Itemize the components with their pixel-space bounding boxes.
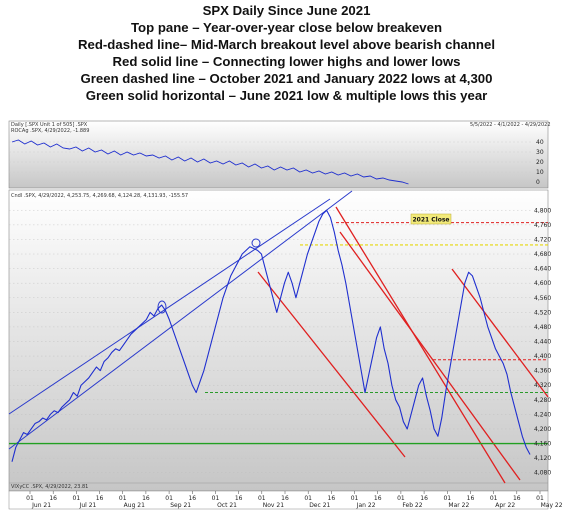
x-tick-label: 16 bbox=[420, 495, 428, 502]
trendlines bbox=[8, 190, 549, 484]
red-line-2 bbox=[335, 206, 506, 484]
x-month-label: Oct 21 bbox=[217, 502, 237, 509]
annotation-2021-close: 2021 Close bbox=[412, 217, 449, 224]
x-tick-label: 16 bbox=[96, 495, 104, 502]
x-tick-label: 16 bbox=[142, 495, 150, 502]
circle-marker-1 bbox=[157, 300, 167, 314]
x-tick-label: 01 bbox=[351, 495, 359, 502]
price-y-tick-label: 4,600 bbox=[534, 280, 551, 287]
x-tick-label: 16 bbox=[513, 495, 521, 502]
roc-y-tick-label: 20 bbox=[536, 159, 544, 166]
roc-y-tick-label: 40 bbox=[536, 139, 544, 146]
caption-line-2: Red-dashed line– Mid-March breakout leve… bbox=[78, 37, 495, 52]
x-tick-label: 01 bbox=[212, 495, 220, 502]
caption: SPX Daily Since June 2021 Top pane – Yea… bbox=[0, 2, 573, 104]
x-tick-label: 01 bbox=[397, 495, 405, 502]
x-tick-label: 01 bbox=[73, 495, 81, 502]
caption-line-1: Top pane – Year-over-year close below br… bbox=[130, 20, 443, 35]
roc-y-tick-label: 0 bbox=[536, 179, 540, 186]
price-y-tick-label: 4,680 bbox=[534, 251, 551, 258]
x-tick-label: 16 bbox=[235, 495, 243, 502]
x-tick-label: 01 bbox=[490, 495, 498, 502]
header-left: Daily [.SPX Unit 1 of 505] .SPX bbox=[11, 122, 88, 128]
x-tick-label: 16 bbox=[281, 495, 289, 502]
price-y-tick-label: 4,120 bbox=[534, 455, 551, 462]
x-month-label: May 22 bbox=[541, 502, 563, 509]
x-month-label: Sep 21 bbox=[170, 502, 191, 509]
x-month-label: Aug 21 bbox=[124, 502, 145, 509]
price-y-tick-label: 4,280 bbox=[534, 397, 551, 404]
circle-marker-2 bbox=[251, 238, 261, 248]
price-y-tick-label: 4,240 bbox=[534, 411, 551, 418]
roc-pane bbox=[8, 120, 549, 189]
header-right: 5/5/2022 - 4/1/2022 - 4/29/2022 bbox=[470, 122, 551, 128]
x-month-label: Nov 21 bbox=[263, 502, 284, 509]
price-y-tick-label: 4,400 bbox=[534, 353, 551, 360]
x-month-label: Jan 22 bbox=[356, 502, 376, 509]
red-line-3 bbox=[339, 231, 521, 481]
roc-y-tick-label: 10 bbox=[536, 169, 544, 176]
x-tick-label: 01 bbox=[119, 495, 127, 502]
red-line-4 bbox=[451, 268, 549, 398]
x-tick-label: 01 bbox=[304, 495, 312, 502]
price-y-tick-label: 4,440 bbox=[534, 339, 551, 346]
x-tick-label: 01 bbox=[536, 495, 544, 502]
x-tick-label: 01 bbox=[443, 495, 451, 502]
price-y-tick-label: 4,720 bbox=[534, 236, 551, 243]
price-y-tick-label: 4,480 bbox=[534, 324, 551, 331]
x-month-label: Apr 22 bbox=[495, 502, 515, 509]
x-month-label: Jun 21 bbox=[31, 502, 51, 509]
blue-channel-lower bbox=[8, 190, 353, 450]
date-axis bbox=[8, 490, 549, 510]
x-tick-label: 16 bbox=[467, 495, 475, 502]
x-tick-label: 16 bbox=[374, 495, 382, 502]
roc-label: ROCAg .SPX, 4/29/2022, -1.889 bbox=[11, 128, 89, 134]
price-y-tick-label: 4,520 bbox=[534, 309, 551, 316]
caption-line-5: Green solid horizontal – June 2021 low &… bbox=[85, 88, 488, 103]
price-y-tick-label: 4,360 bbox=[534, 368, 551, 375]
price-y-tick-label: 4,320 bbox=[534, 382, 551, 389]
x-tick-label: 16 bbox=[188, 495, 196, 502]
x-tick-label: 16 bbox=[328, 495, 336, 502]
x-tick-label: 01 bbox=[165, 495, 173, 502]
price-y-tick-label: 4,160 bbox=[534, 441, 551, 448]
x-month-label: Jul 21 bbox=[79, 502, 97, 509]
x-month-label: Mar 22 bbox=[448, 502, 469, 509]
x-tick-label: 01 bbox=[26, 495, 34, 502]
annotation-box bbox=[410, 213, 452, 225]
bottom-label: VIXyCC .SPX, 4/29/2022, 23.81 bbox=[11, 484, 88, 490]
x-month-label: Feb 22 bbox=[402, 502, 422, 509]
red-line-1 bbox=[257, 271, 406, 458]
caption-line-4: Green dashed line – October 2021 and Jan… bbox=[80, 71, 493, 86]
price-pane bbox=[8, 189, 549, 492]
price-y-tick-label: 4,640 bbox=[534, 266, 551, 273]
blue-channel-upper bbox=[8, 198, 331, 415]
roc-series-line bbox=[11, 139, 409, 185]
x-tick-label: 16 bbox=[49, 495, 57, 502]
price-y-tick-label: 4,800 bbox=[534, 207, 551, 214]
price-y-tick-label: 4,200 bbox=[534, 426, 551, 433]
spx-price-line bbox=[11, 209, 531, 462]
price-y-tick-label: 4,560 bbox=[534, 295, 551, 302]
caption-line-3: Red solid line – Connecting lower highs … bbox=[112, 54, 461, 69]
chart-title: SPX Daily Since June 2021 bbox=[202, 3, 371, 18]
main-label: Cndl .SPX, 4/29/2022, 4,253.75, 4,269.68… bbox=[11, 193, 188, 199]
roc-y-tick-label: 30 bbox=[536, 149, 544, 156]
x-month-label: Dec 21 bbox=[309, 502, 330, 509]
x-tick-label: 01 bbox=[258, 495, 266, 502]
price-y-tick-label: 4,760 bbox=[534, 222, 551, 229]
price-y-tick-label: 4,080 bbox=[534, 470, 551, 477]
